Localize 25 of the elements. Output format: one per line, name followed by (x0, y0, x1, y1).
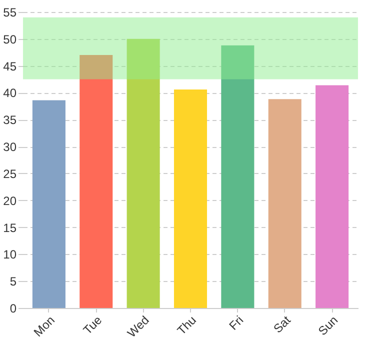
x-tick-label: Fri (226, 313, 246, 333)
y-tick-label: 0 (10, 302, 17, 316)
bar (32, 100, 66, 308)
bar (221, 45, 254, 308)
y-tick-label: 25 (3, 166, 17, 181)
y-tick-label: 15 (3, 220, 17, 235)
y-tick-label: 20 (3, 194, 17, 208)
y-tick-label: 40 (3, 86, 17, 100)
bar (80, 55, 113, 308)
y-tick-label: 10 (3, 248, 17, 262)
bar (126, 38, 160, 308)
y-tick-label: 45 (3, 59, 17, 74)
x-tick-label: Mon (31, 313, 58, 338)
bar (174, 90, 208, 308)
y-tick-label: 50 (3, 32, 17, 46)
y-tick-label: 30 (3, 140, 17, 154)
y-tick-label: 55 (3, 6, 17, 20)
y-tick-label: 5 (10, 274, 17, 289)
x-tick-label: Sun (316, 313, 341, 338)
y-tick-label: 35 (3, 113, 17, 128)
x-tick-label: Thu (174, 313, 199, 338)
x-tick-label: Tue (80, 312, 105, 338)
bar (316, 85, 349, 308)
x-tick-label: Sat (270, 312, 294, 336)
bar (268, 99, 302, 308)
